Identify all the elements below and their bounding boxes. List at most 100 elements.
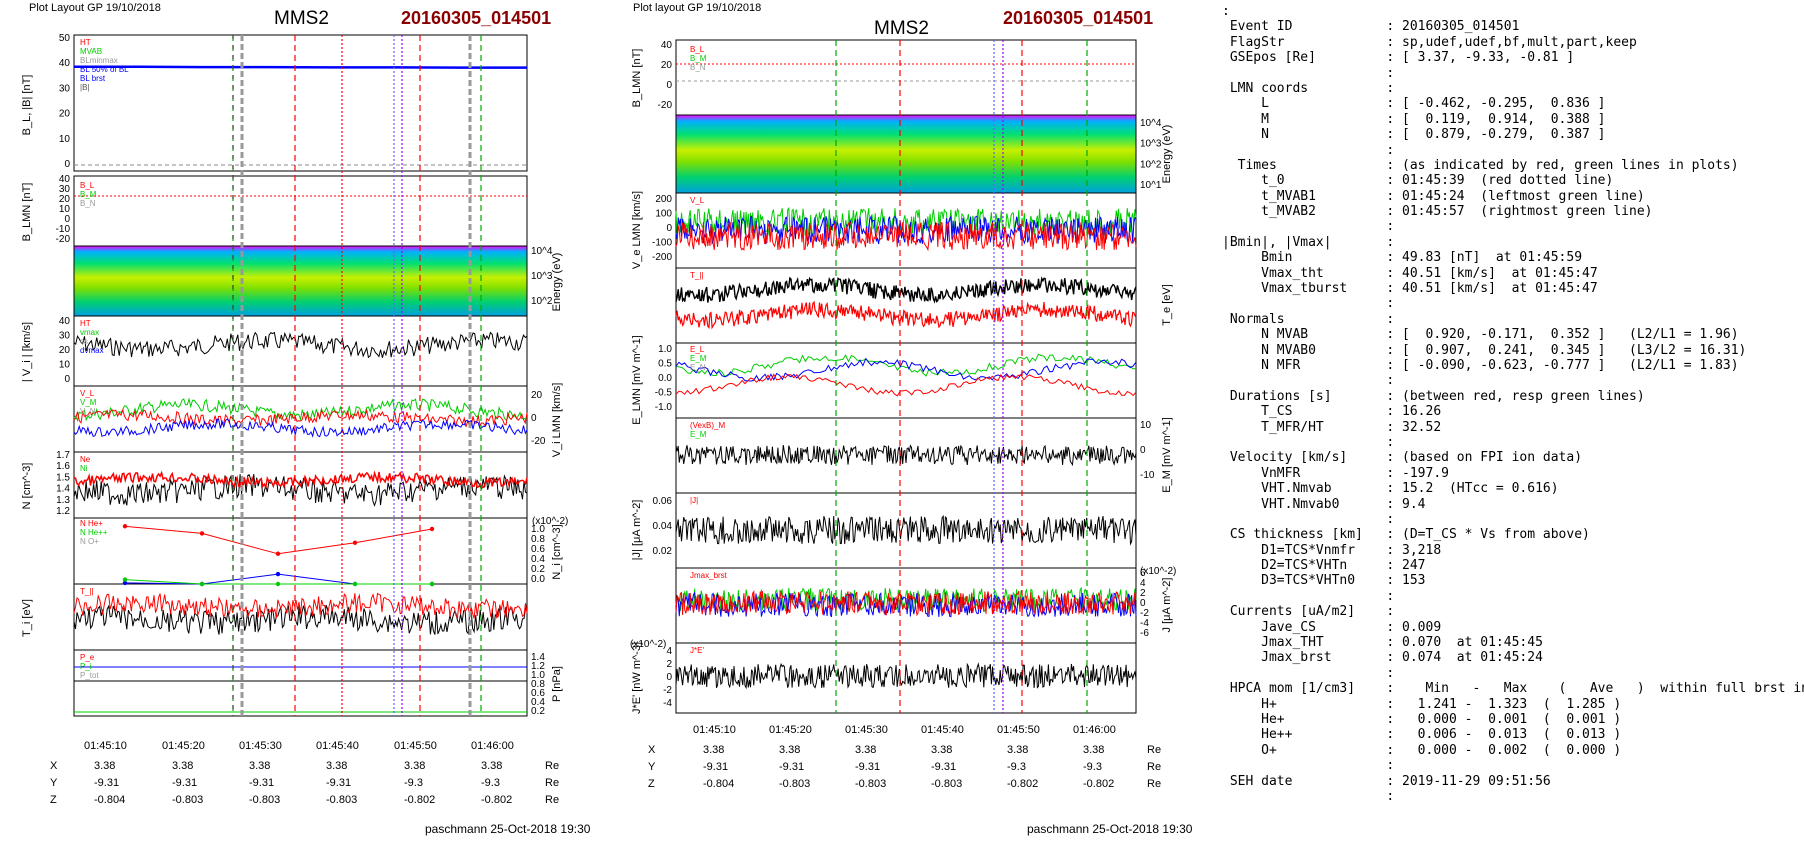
summary-line: D3=TCS*VHTn0 : 153 <box>1222 573 1426 589</box>
vl-line <box>73 397 528 423</box>
fig1-panel-b-magnitude <box>73 34 528 172</box>
ni-line <box>73 474 528 507</box>
y-tick-label: 1.7 <box>56 450 70 461</box>
summary-line: CS thickness [km] : (D=T_CS * Vs from ab… <box>1222 527 1590 543</box>
y-tick-label: 10^4 <box>531 246 553 257</box>
fig2-ylabel-j: |J| [μA m^-2] <box>631 500 643 561</box>
y-tick-label: -2 <box>1140 608 1149 619</box>
ephem-value: -9.3 <box>481 777 500 789</box>
summary-line: VnMFR : -197.9 <box>1222 465 1449 481</box>
legend-entry: E_M <box>690 430 707 439</box>
fig2-ylabel-blmn: B_LMN [nT] <box>631 49 643 108</box>
legend-entry: B_N <box>690 63 706 72</box>
time-tick-label: 01:45:40 <box>921 724 964 736</box>
ephem-value: -9.31 <box>94 777 120 789</box>
fig1-spacecraft: MMS2 <box>274 8 329 29</box>
y-tick-label: -6 <box>1140 628 1149 639</box>
y-tick-label: 1.2 <box>531 661 545 672</box>
y-tick-label: -20 <box>531 436 546 447</box>
y-tick-label: 10 <box>59 134 71 145</box>
fig2-ylabel-ve: V_e LMN [km/s] <box>631 191 643 269</box>
event-summary: : Event ID : 20160305_014501 FlagStr : s… <box>1222 4 1804 804</box>
y-tick-label: 0 <box>666 223 672 234</box>
summary-line: Bmin : 49.83 [nT] at 01:45:59 <box>1222 250 1583 266</box>
summary-line: Jmax_brst : 0.074 at 01:45:24 <box>1222 650 1543 666</box>
ephem-value: -0.803 <box>855 778 887 790</box>
ephem-value: -0.803 <box>249 794 281 806</box>
ephem-value: -0.802 <box>404 794 436 806</box>
ephem-value: -9.31 <box>855 761 881 773</box>
ephem-value: -0.803 <box>326 794 358 806</box>
fig1-ylabel-p: P [nPa] <box>551 666 563 702</box>
ephem-value: -9.31 <box>931 761 957 773</box>
y-tick-label: 0.0 <box>658 373 672 384</box>
time-tick-label: 01:45:30 <box>845 724 888 736</box>
y-tick-label: 20 <box>59 194 71 205</box>
legend-entry: E_L <box>690 345 705 354</box>
summary-line: N MVAB0 : [ 0.907, 0.241, 0.345 ] (L3/L2… <box>1222 342 1747 358</box>
y-tick-label: 0.02 <box>653 546 673 557</box>
time-tick-label: 01:46:00 <box>471 740 514 752</box>
legend-entry: B_L <box>690 45 705 54</box>
y-tick-label: 0.4 <box>531 554 545 565</box>
y-tick-label: -1.0 <box>655 402 673 413</box>
y-tick-label: 4 <box>1140 578 1146 589</box>
legend-entry: P_tot <box>80 671 99 680</box>
y-tick-label: 1.0 <box>658 344 672 355</box>
ephem-value: -9.31 <box>779 761 805 773</box>
fig2-footer: paschmann 25-Oct-2018 19:30 <box>1027 822 1193 836</box>
legend-entry: Ne <box>80 455 91 464</box>
fig1-ylabel-b: B_L, |B| [nT] <box>21 75 33 136</box>
ephem-row-label: X <box>648 744 656 756</box>
ephem-row-label: Z <box>50 794 57 806</box>
legend-entry: (VexB)_M <box>690 421 725 430</box>
summary-line: Event ID : 20160305_014501 <box>1222 19 1520 35</box>
ephem-value: 3.38 <box>931 744 953 756</box>
ephem-value: 3.38 <box>481 760 503 772</box>
summary-line: He+ : 0.000 - 0.001 ( 0.001 ) <box>1222 711 1622 727</box>
y-tick-label: 10^3 <box>1140 139 1162 150</box>
fig1-header-label: Plot Layout GP 19/10/2018 <box>29 2 161 14</box>
summary-line: : <box>1222 296 1395 312</box>
legend-entry: N He+ <box>80 519 103 528</box>
summary-line: N : [ 0.879, -0.279, 0.387 ] <box>1222 127 1606 143</box>
y-tick-label: 10^2 <box>531 296 553 307</box>
summary-line: H+ : 1.241 - 1.323 ( 1.285 ) <box>1222 696 1622 712</box>
time-tick-label: 01:45:20 <box>162 740 205 752</box>
fig2-je-scale: (x10^-2) <box>630 639 666 650</box>
y-tick-label: -20 <box>658 100 673 111</box>
vn-line <box>73 418 528 438</box>
summary-line: FlagStr : sp,udef,udef,bf,mult,part,keep <box>1222 34 1637 50</box>
ephem-value: -9.31 <box>326 777 352 789</box>
ephem-value: 3.38 <box>1007 744 1029 756</box>
summary-line: Vmax_tburst : 40.51 [km/s] at 01:45:47 <box>1222 281 1598 297</box>
fig2-panel-electron-spectrogram <box>675 114 1137 194</box>
ephem-value: 3.38 <box>172 760 194 772</box>
legend-entry: V_M <box>80 398 97 407</box>
ephem-unit: Re <box>1147 778 1162 790</box>
y-tick-label: 30 <box>59 184 71 195</box>
y-tick-label: 40 <box>59 58 71 69</box>
bl-brst-line <box>74 65 527 69</box>
legend-entry: V_N <box>80 407 96 416</box>
summary-line: : <box>1222 665 1395 681</box>
summary-line: : <box>1222 219 1395 235</box>
fig1-ni-scale: (x10^-2) <box>532 516 568 527</box>
y-tick-label: 1.0 <box>531 524 545 535</box>
vexb-line <box>675 444 1137 467</box>
y-tick-label: 0.0 <box>531 574 545 585</box>
summary-line: HPCA mom [1/cm3] : Min - Max ( Ave ) wit… <box>1222 681 1804 697</box>
legend-entry: P_i <box>80 662 92 671</box>
time-tick-label: 01:45:10 <box>84 740 127 752</box>
legend-entry: T_|| <box>80 587 94 596</box>
summary-line: t_0 : 01:45:39 (red dotted line) <box>1222 173 1614 189</box>
summary-line: Jave_CS : 0.009 <box>1222 619 1442 635</box>
y-tick-label: 1.5 <box>56 472 70 483</box>
summary-line: GSEpos [Re] : [ 3.37, -9.33, -0.81 ] <box>1222 50 1575 66</box>
fig1-panel-blmn <box>73 175 528 247</box>
vm-line <box>73 408 528 428</box>
ephem-row-label: Y <box>648 761 656 773</box>
summary-line: Durations [s] : (between red, resp green… <box>1222 388 1645 404</box>
hpca-line <box>124 579 432 585</box>
y-tick-label: 20 <box>59 109 71 120</box>
